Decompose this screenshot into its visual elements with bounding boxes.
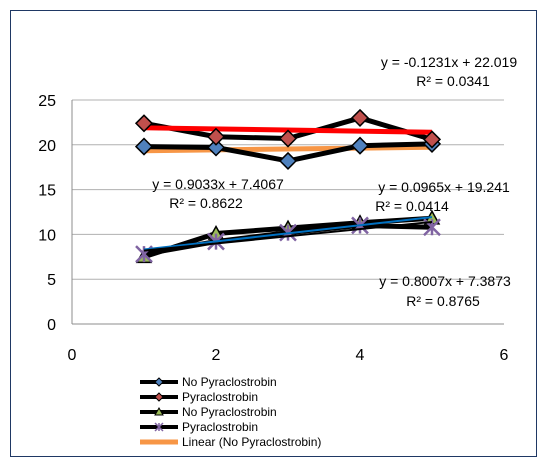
- legend-swatch-marker: [154, 422, 164, 432]
- legend-marker: [154, 377, 164, 387]
- data-point: [134, 137, 154, 156]
- data-point: [206, 127, 226, 146]
- legend-label: No Pyraclostrobin: [182, 375, 277, 389]
- trendline-equation: y = 0.8007x + 7.3873: [379, 273, 511, 289]
- data-point: [278, 151, 298, 170]
- y-tick-label: 5: [47, 272, 56, 289]
- trendline-r-squared: R² = 0.0341: [416, 73, 490, 89]
- trendline-equation: y = 0.0965x + 19.241: [378, 179, 510, 195]
- y-tick-label: 25: [38, 93, 56, 110]
- legend-swatch-marker: [154, 377, 164, 387]
- legend-label: Pyraclostrobin: [182, 420, 258, 434]
- x-tick-label: 2: [212, 347, 221, 364]
- x-tick-label: 6: [500, 347, 509, 364]
- trendline: [143, 216, 433, 251]
- y-tick-label: 15: [38, 183, 56, 200]
- data-point: [422, 130, 442, 149]
- y-tick-label: 10: [38, 227, 56, 244]
- legend-label: No Pyraclostrobin: [182, 405, 277, 419]
- trendline-r-squared: R² = 0.8765: [406, 293, 480, 309]
- legend-swatch-marker: [154, 392, 164, 402]
- legend-marker: [154, 406, 164, 416]
- legend-label: Pyraclostrobin: [182, 390, 258, 404]
- data-point: [134, 114, 154, 133]
- data-point: [350, 136, 370, 155]
- y-tick-label: 20: [38, 138, 56, 155]
- data-point: [206, 138, 226, 157]
- data-point: [278, 129, 298, 148]
- legend-label: Linear (No Pyraclostrobin): [182, 435, 321, 449]
- trendline: [143, 220, 433, 252]
- data-point: [350, 108, 370, 127]
- legend-swatch-marker: [154, 406, 164, 416]
- y-tick-label: 0: [47, 317, 56, 334]
- trendline: [143, 144, 433, 154]
- x-tick-label: 0: [68, 347, 77, 364]
- trendline-r-squared: R² = 0.8622: [169, 195, 243, 211]
- legend-marker: [154, 392, 164, 402]
- x-tick-label: 4: [356, 347, 365, 364]
- trendline-equation: y = -0.1231x + 22.019: [381, 54, 517, 70]
- series-markers: [134, 108, 442, 149]
- trendline-r-squared: R² = 0.0414: [375, 198, 449, 214]
- trendline-equation: y = 0.9033x + 7.4067: [152, 176, 284, 192]
- legend-marker: [154, 422, 164, 432]
